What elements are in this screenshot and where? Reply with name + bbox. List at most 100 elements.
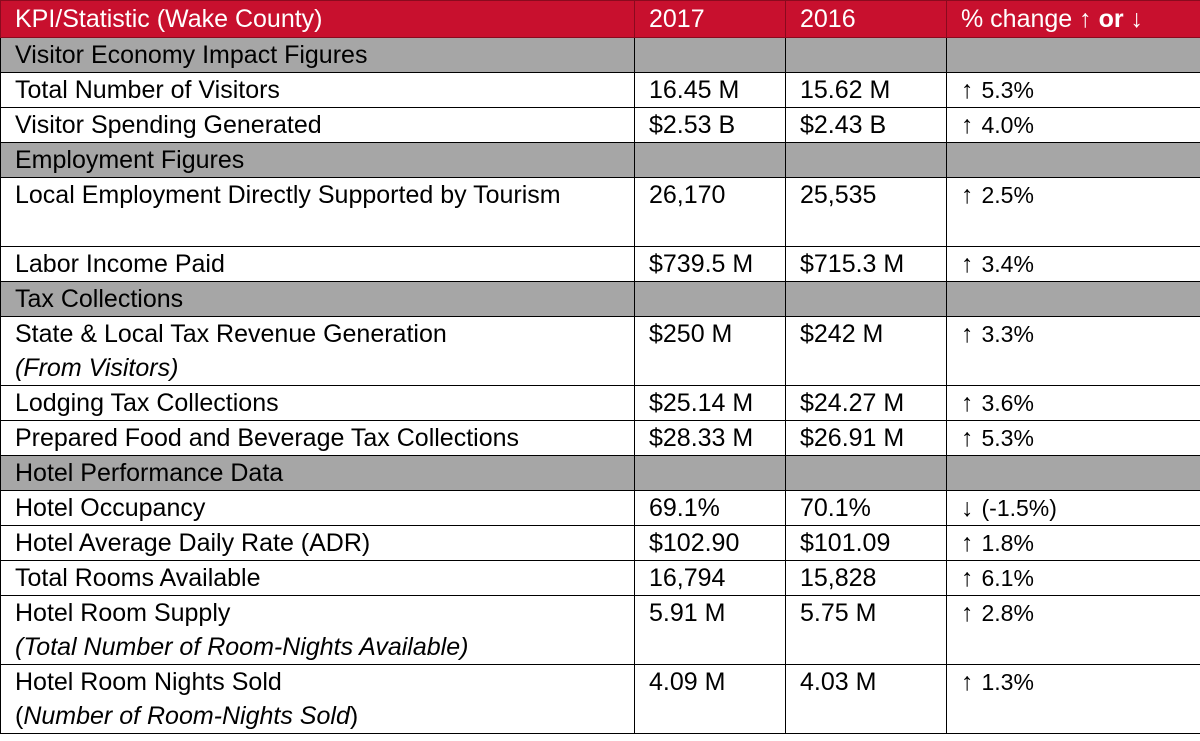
row-label: Hotel Occupancy xyxy=(0,490,635,526)
row-change: ↑ 2.5% xyxy=(946,177,1200,247)
change-value: 4.0% xyxy=(981,112,1034,138)
arrow-up-icon: ↑ xyxy=(961,564,974,592)
section-label: Visitor Economy Impact Figures xyxy=(0,37,635,73)
header-kpi: KPI/Statistic (Wake County) xyxy=(0,0,635,38)
row-2016: $715.3 M xyxy=(785,246,947,282)
change-value: 3.4% xyxy=(981,251,1034,277)
row-label: Visitor Spending Generated xyxy=(0,107,635,143)
row-2016: 15.62 M xyxy=(785,72,947,108)
section-row: Employment Figures xyxy=(0,142,1200,178)
arrow-down-icon: ↓ xyxy=(961,494,974,522)
header-change-prefix: % change ↑ xyxy=(961,5,1099,33)
change-value: 1.3% xyxy=(981,669,1034,695)
row-label: Hotel Room Nights Sold (Number of Room-Ni… xyxy=(0,664,635,734)
table-row: Total Number of Visitors 16.45 M 15.62 M… xyxy=(0,72,1200,108)
row-change: ↑ 6.1% xyxy=(946,560,1200,596)
section-row: Hotel Performance Data xyxy=(0,455,1200,491)
row-2017: $250 M xyxy=(634,316,786,386)
table-row: Hotel Average Daily Rate (ADR) $102.90 $… xyxy=(0,525,1200,561)
row-2016: 4.03 M xyxy=(785,664,947,734)
table-row: Lodging Tax Collections $25.14 M $24.27 … xyxy=(0,385,1200,421)
row-label: Lodging Tax Collections xyxy=(0,385,635,421)
header-change-or: or xyxy=(1098,5,1124,33)
row-2016: 5.75 M xyxy=(785,595,947,665)
paren-open: ( xyxy=(15,702,24,730)
row-change: ↑ 3.6% xyxy=(946,385,1200,421)
row-label: Prepared Food and Beverage Tax Collectio… xyxy=(0,420,635,456)
change-value: (-1.5%) xyxy=(981,495,1057,521)
row-2017: 16,794 xyxy=(634,560,786,596)
row-2016: $101.09 xyxy=(785,525,947,561)
row-change: ↑ 2.8% xyxy=(946,595,1200,665)
row-label-main: State & Local Tax Revenue Generation xyxy=(15,320,447,348)
row-label-main: Hotel Room Supply xyxy=(15,599,231,627)
row-label: Total Rooms Available xyxy=(0,560,635,596)
table-row: Hotel Room Nights Sold (Number of Room-Ni… xyxy=(0,664,1200,734)
row-label-sub: (Total Number of Room-Nights Available) xyxy=(15,633,469,661)
row-2016: $2.43 B xyxy=(785,107,947,143)
change-value: 2.5% xyxy=(981,182,1034,208)
arrow-up-icon: ↑ xyxy=(961,389,974,417)
row-label-main: Hotel Room Nights Sold xyxy=(15,668,282,696)
paren-close: ) xyxy=(349,702,359,730)
row-change: ↑ 5.3% xyxy=(946,420,1200,456)
row-2016: 70.1% xyxy=(785,490,947,526)
arrow-up-icon: ↑ xyxy=(961,181,974,209)
row-2017: $25.14 M xyxy=(634,385,786,421)
table-header-row: KPI/Statistic (Wake County) 2017 2016 % … xyxy=(0,0,1200,38)
row-2017: 69.1% xyxy=(634,490,786,526)
row-2017: 5.91 M xyxy=(634,595,786,665)
row-label: Total Number of Visitors xyxy=(0,72,635,108)
table-row: Total Rooms Available 16,794 15,828 ↑ 6.1… xyxy=(0,560,1200,596)
row-2016: $242 M xyxy=(785,316,947,386)
row-label: Labor Income Paid xyxy=(0,246,635,282)
arrow-up-icon: ↑ xyxy=(961,668,974,696)
arrow-up-icon: ↑ xyxy=(961,250,974,278)
arrow-up-icon: ↑ xyxy=(961,424,974,452)
row-2017: 16.45 M xyxy=(634,72,786,108)
row-change: ↑ 4.0% xyxy=(946,107,1200,143)
row-2017: $2.53 B xyxy=(634,107,786,143)
change-value: 5.3% xyxy=(981,77,1034,103)
row-label-sub-line: (Number of Room-Nights Sold) xyxy=(15,699,622,733)
section-label: Hotel Performance Data xyxy=(0,455,635,491)
row-label: State & Local Tax Revenue Generation (Fro… xyxy=(0,316,635,386)
row-2016: $26.91 M xyxy=(785,420,947,456)
arrow-up-icon: ↑ xyxy=(961,111,974,139)
section-label: Employment Figures xyxy=(0,142,635,178)
arrow-up-icon: ↑ xyxy=(961,529,974,557)
section-row: Visitor Economy Impact Figures xyxy=(0,37,1200,73)
header-change-suffix: ↓ xyxy=(1123,5,1144,33)
arrow-up-icon: ↑ xyxy=(961,76,974,104)
row-change: ↑ 1.3% xyxy=(946,664,1200,734)
table-row: Prepared Food and Beverage Tax Collectio… xyxy=(0,420,1200,456)
header-change: % change ↑ or ↓ xyxy=(946,0,1200,38)
row-2016: 25,535 xyxy=(785,177,947,247)
row-2017: 26,170 xyxy=(634,177,786,247)
change-value: 2.8% xyxy=(981,600,1034,626)
row-label: Hotel Average Daily Rate (ADR) xyxy=(0,525,635,561)
table-row: State & Local Tax Revenue Generation (Fro… xyxy=(0,316,1200,386)
row-label: Local Employment Directly Supported by T… xyxy=(0,177,635,247)
row-2017: 4.09 M xyxy=(634,664,786,734)
change-value: 6.1% xyxy=(981,565,1034,591)
row-2017: $739.5 M xyxy=(634,246,786,282)
row-2016: $24.27 M xyxy=(785,385,947,421)
row-change: ↓ (-1.5%) xyxy=(946,490,1200,526)
row-label: Hotel Room Supply (Total Number of Room-N… xyxy=(0,595,635,665)
row-label-sub: (From Visitors) xyxy=(15,354,179,382)
table-row: Local Employment Directly Supported by T… xyxy=(0,177,1200,247)
section-label: Tax Collections xyxy=(0,281,635,317)
row-label-sub: Number of Room-Nights Sold xyxy=(23,702,350,730)
header-2017: 2017 xyxy=(634,0,786,38)
table-row: Labor Income Paid $739.5 M $715.3 M ↑ 3.4… xyxy=(0,246,1200,282)
row-2016: 15,828 xyxy=(785,560,947,596)
row-change: ↑ 3.4% xyxy=(946,246,1200,282)
row-2017: $102.90 xyxy=(634,525,786,561)
change-value: 5.3% xyxy=(981,425,1034,451)
change-value: 3.6% xyxy=(981,390,1034,416)
row-2017: $28.33 M xyxy=(634,420,786,456)
arrow-up-icon: ↑ xyxy=(961,320,974,348)
change-value: 1.8% xyxy=(981,530,1034,556)
